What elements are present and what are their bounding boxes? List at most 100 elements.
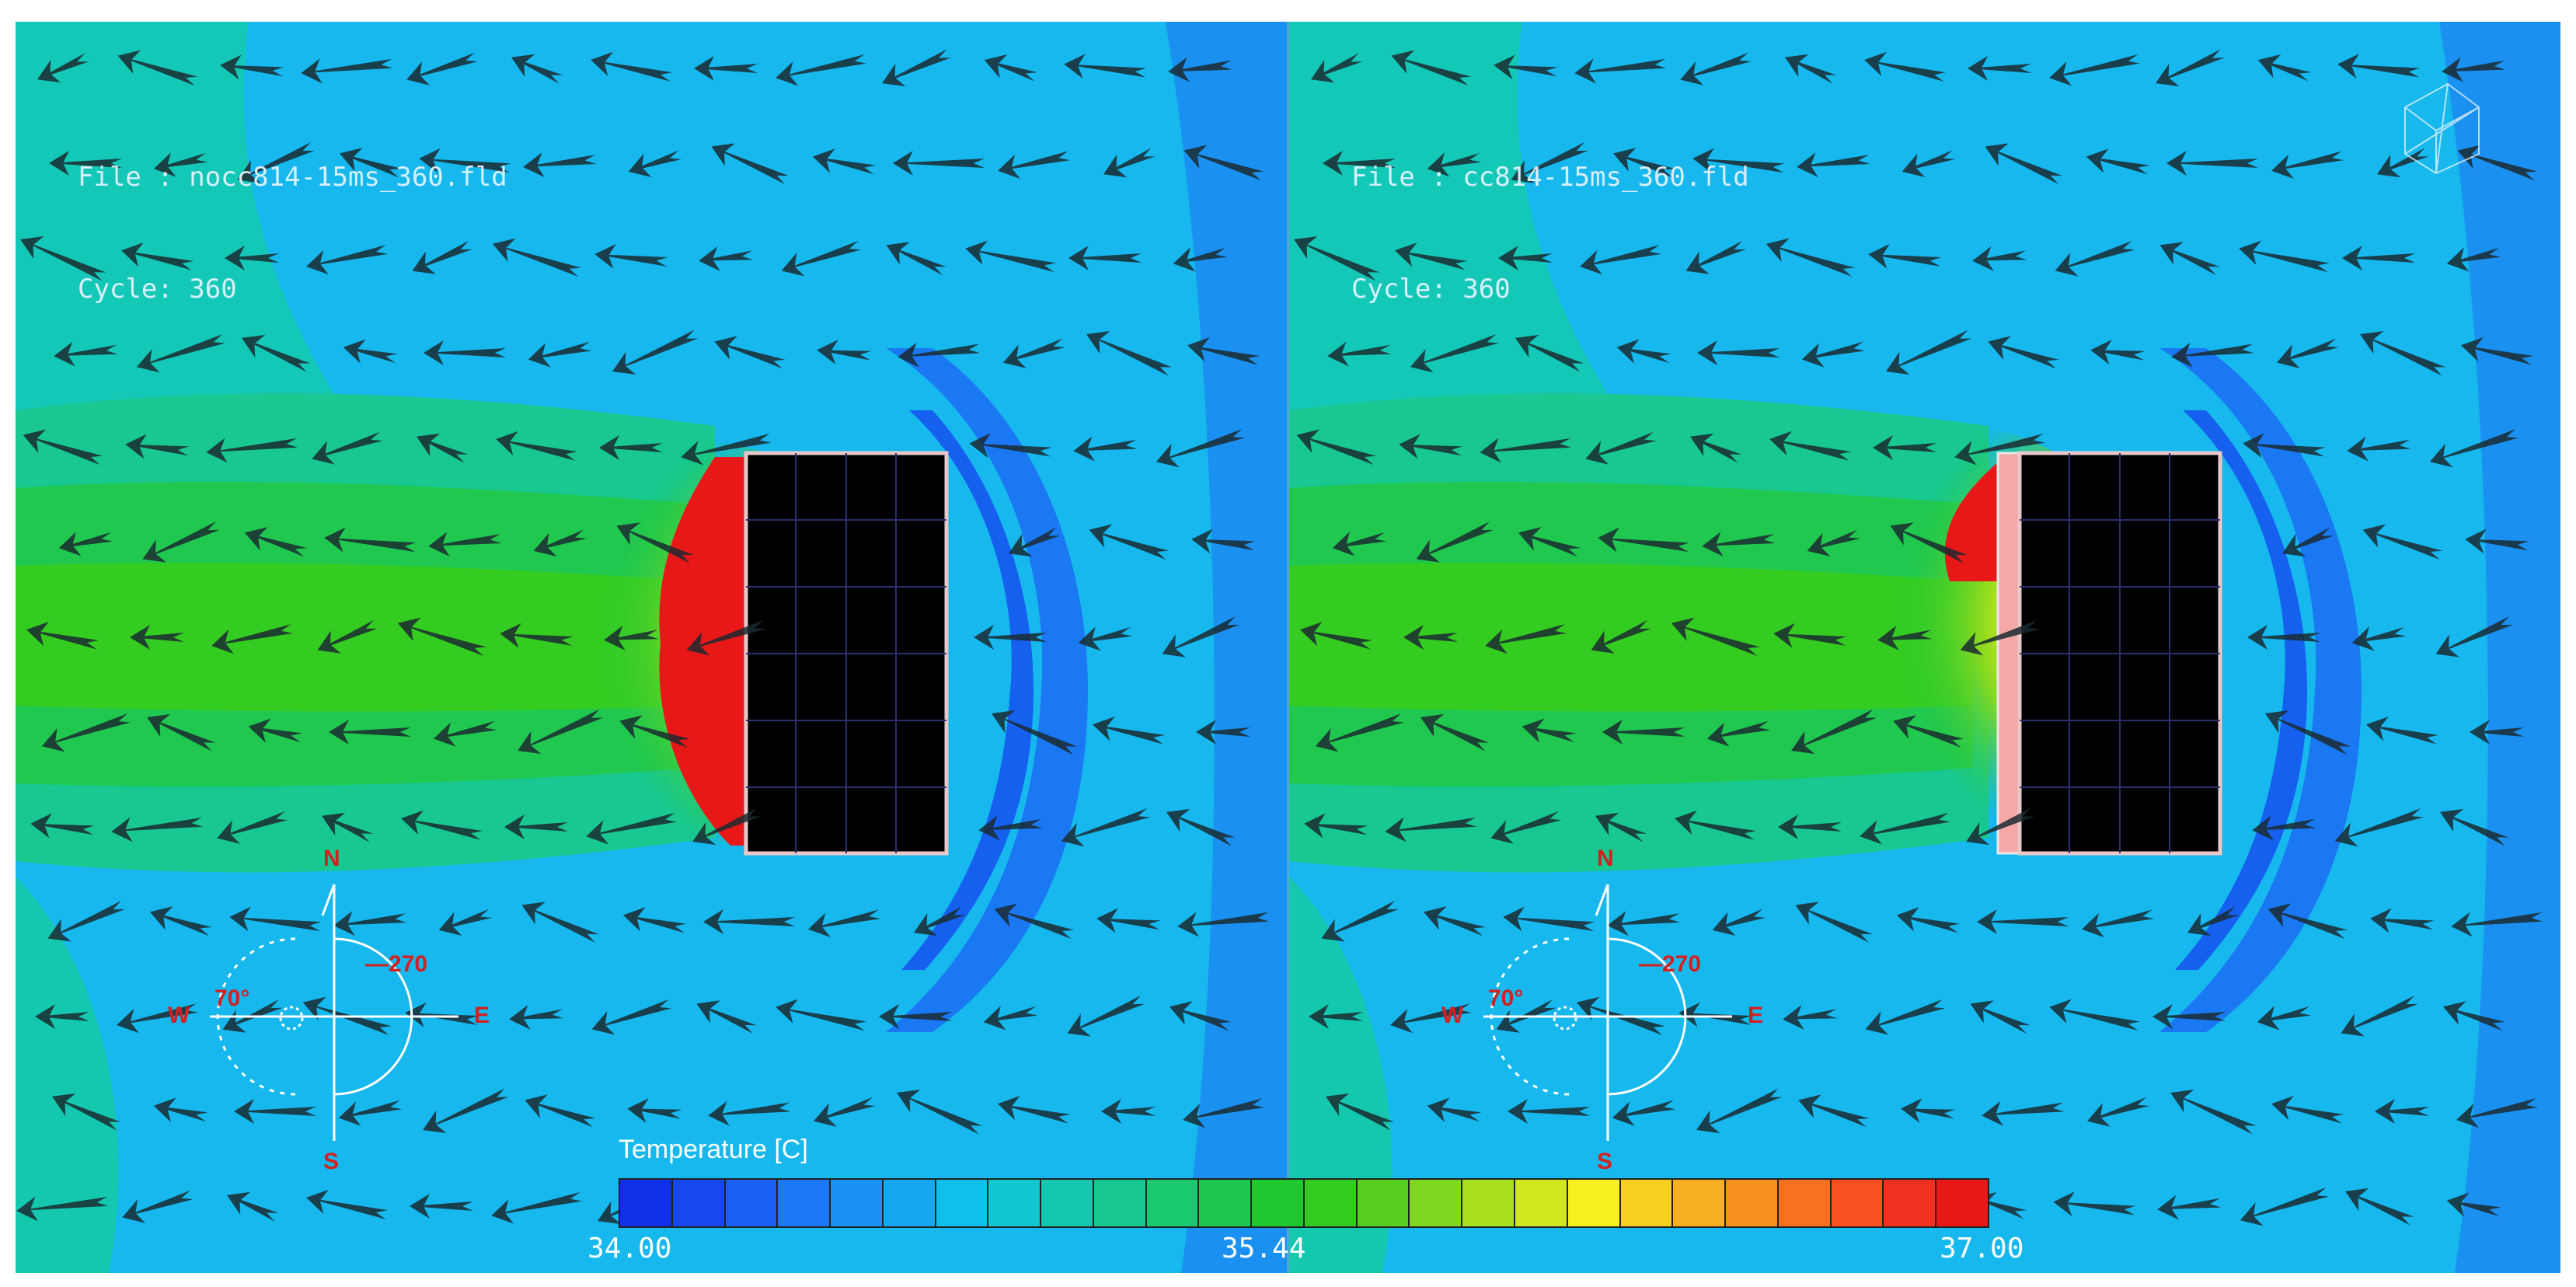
wind-arrow [2456,1098,2539,1128]
wind-arrow [1169,1001,1232,1031]
wind-arrow [694,56,758,81]
wind-arrow [1966,807,2035,846]
wind-arrow [627,1098,682,1123]
wind-arrow [518,709,604,755]
wind-arrow [242,334,311,372]
colorbar-swatch [1726,1180,1779,1226]
wind-arrow [1985,143,2062,185]
wind-arrow [496,431,578,461]
wind-arrow [433,720,497,747]
wind-arrow [1300,621,1373,650]
wind-arrow [428,532,502,557]
wind-arrow [35,1004,89,1029]
wind-arrow [525,1094,596,1128]
colorbar-swatch [1146,1180,1200,1226]
wind-arrow [1893,715,1964,748]
wind-arrow [521,902,599,943]
wind-arrow [1416,521,1494,563]
wind-arrow [879,1004,952,1029]
colorbar-title: Temperature [C] [619,1135,808,1164]
wind-arrow [692,807,762,846]
wind-arrow [1616,339,1671,364]
wind-arrow [49,151,122,176]
colorbar-swatch [1199,1180,1253,1226]
wind-arrow [2435,616,2513,657]
wind-arrow [2446,1192,2501,1217]
wind-arrow [412,240,472,274]
wind-arrow [2362,524,2443,560]
wind-arrow [500,623,573,648]
wind-arrow [237,141,315,183]
wind-arrow [227,1191,279,1222]
wind-arrow [1901,150,1956,177]
wind-arrow [898,342,981,368]
colorbar-mid-label: 35.44 [1222,1233,1306,1264]
wind-arrow [2461,337,2534,365]
wind-arrow [54,341,118,367]
wind-arrow [1602,720,1685,745]
wind-arrow [1061,808,1150,847]
wind-arrow [1391,50,1472,86]
wind-arrow [2049,999,2140,1031]
compass-south-right: S [1597,1149,1613,1174]
wind-arrow [992,710,1078,755]
colorbar-swatch [1831,1180,1884,1226]
colorbar-swatch [1778,1180,1832,1226]
compass-east-left: E [474,1003,490,1028]
wind-arrow [1518,527,1581,557]
wind-arrow [708,1100,791,1126]
colorbar-swatch [883,1180,936,1226]
wind-arrow [248,718,303,743]
compass-north-left: N [323,846,340,871]
wind-arrow [406,52,478,85]
temperature-field-left [16,22,1287,1273]
wind-arrow [343,339,398,364]
wind-arrow [2152,1004,2226,1029]
wind-arrow [1326,1093,1395,1131]
wind-arrow [220,54,284,80]
colorbar-swatch [1252,1180,1305,1226]
wind-arrow [1580,245,1662,275]
wind-arrow [1196,720,1250,745]
file-info-left: File : nocc814-15ms_360.fld Cycle: 360 [78,84,507,382]
wind-arrow [1166,808,1236,846]
wind-arrow [974,625,1047,650]
wind-arrow [984,54,1038,82]
colorbar-swatch [1620,1180,1674,1226]
colorbar-swatch [1041,1180,1094,1226]
wind-arrow [397,617,486,656]
wind-arrow [1607,911,1681,936]
wind-arrow [1901,1098,1956,1123]
wind-arrow [1785,54,1837,84]
wind-arrow [1678,1002,1752,1027]
wind-arrow [599,435,663,460]
compass-angle-right-left: —270 [365,951,428,977]
wind-arrow [983,1006,1038,1031]
wind-arrow [1187,337,1260,365]
wind-arrow [217,811,288,844]
wind-arrow [1424,906,1486,936]
colorbar-swatch [1673,1180,1727,1226]
cycle-right: Cycle: 360 [1351,274,1511,305]
wind-arrow [2345,1188,2414,1226]
wind-arrow [628,150,682,177]
wind-arrow [492,238,581,277]
wind-arrow [419,148,511,173]
wind-arrow [41,713,131,752]
wind-arrow [2247,625,2320,650]
wind-arrow [2377,148,2429,178]
wind-arrow [1791,709,1877,755]
wind-arrow [1480,438,1572,463]
wind-arrow [1954,433,2045,466]
wind-arrow [2257,1006,2312,1031]
file-name-left: File : nocc814-15ms_360.fld [78,162,507,193]
wind-arrow [1873,435,1936,460]
wind-arrow [533,529,587,556]
wind-arrow [1296,429,1377,466]
file-name-right: File : cc814-15ms_360.fld [1351,162,1749,193]
wind-arrow [1801,341,1866,368]
wind-arrow [776,54,866,86]
wind-arrow [1877,626,1933,650]
wind-arrow [2342,246,2415,270]
wind-arrow [1183,145,1264,181]
